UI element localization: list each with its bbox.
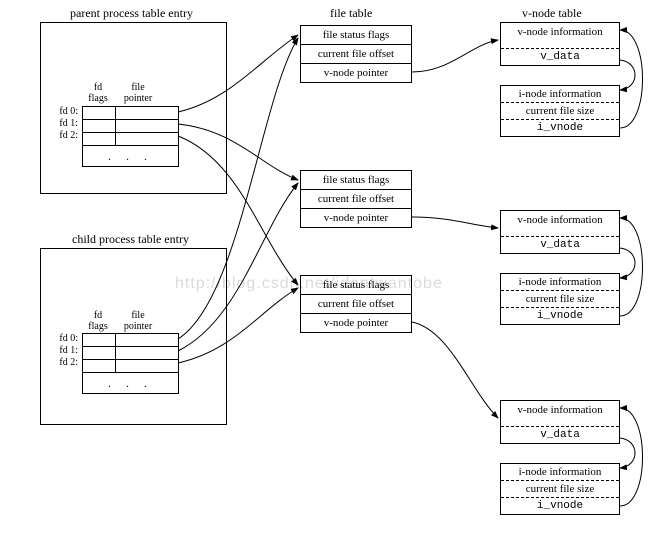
v-data: v_data (501, 49, 619, 65)
v-data: v_data (501, 237, 619, 253)
vnode-pointer: v-node pointer (301, 64, 411, 82)
fd-table-parent: . . . (82, 106, 179, 167)
inode-information: i-node information (501, 86, 619, 103)
current-file-size: current file size (501, 481, 619, 498)
fd-header-ptr-child: file pointer (118, 310, 158, 332)
vnode-pointer: v-node pointer (301, 209, 411, 227)
fd-row (83, 360, 178, 373)
fd-dots: . . . (83, 146, 178, 166)
vnode-box-1: v-node information v_data (500, 210, 620, 254)
i-vnode: i_vnode (501, 120, 619, 136)
vnode-information: v-node information (501, 211, 619, 237)
vnode-information: v-node information (501, 401, 619, 427)
inode-information: i-node information (501, 274, 619, 291)
fd-label-2-child: fd 2: (50, 357, 78, 368)
current-file-offset: current file offset (301, 45, 411, 64)
fd-row (83, 107, 178, 120)
current-file-offset: current file offset (301, 190, 411, 209)
fd-label-2-parent: fd 2: (50, 130, 78, 141)
fd-label-0-parent: fd 0: (50, 106, 78, 117)
fd-label-0-child: fd 0: (50, 333, 78, 344)
vnode-table-title: v-node table (522, 6, 582, 21)
file-entry-0: file status flags current file offset v-… (300, 25, 412, 83)
file-status-flags: file status flags (301, 26, 411, 45)
inode-box-0: i-node information current file size i_v… (500, 85, 620, 137)
current-file-size: current file size (501, 103, 619, 120)
fd-row (83, 120, 178, 133)
v-data: v_data (501, 427, 619, 443)
parent-title: parent process table entry (70, 6, 193, 21)
file-table-title: file table (330, 6, 372, 21)
inode-box-1: i-node information current file size i_v… (500, 273, 620, 325)
fd-label-1-child: fd 1: (50, 345, 78, 356)
fd-row (83, 334, 178, 347)
vnode-box-2: v-node information v_data (500, 400, 620, 444)
current-file-size: current file size (501, 291, 619, 308)
child-title: child process table entry (72, 232, 189, 247)
file-status-flags: file status flags (301, 171, 411, 190)
i-vnode: i_vnode (501, 308, 619, 324)
current-file-offset: current file offset (301, 295, 411, 314)
watermark: http://blog.csdn.net/idontwantobe (175, 275, 443, 293)
fd-dots: . . . (83, 373, 178, 393)
fd-row (83, 133, 178, 146)
file-entry-1: file status flags current file offset v-… (300, 170, 412, 228)
fd-table-child: . . . (82, 333, 179, 394)
fd-label-1-parent: fd 1: (50, 118, 78, 129)
fd-header-ptr-parent: file pointer (118, 82, 158, 104)
vnode-information: v-node information (501, 23, 619, 49)
i-vnode: i_vnode (501, 498, 619, 514)
fd-header-flags-parent: fd flags (83, 82, 113, 104)
vnode-pointer: v-node pointer (301, 314, 411, 332)
inode-information: i-node information (501, 464, 619, 481)
inode-box-2: i-node information current file size i_v… (500, 463, 620, 515)
fd-row (83, 347, 178, 360)
vnode-box-0: v-node information v_data (500, 22, 620, 66)
fd-header-flags-child: fd flags (83, 310, 113, 332)
